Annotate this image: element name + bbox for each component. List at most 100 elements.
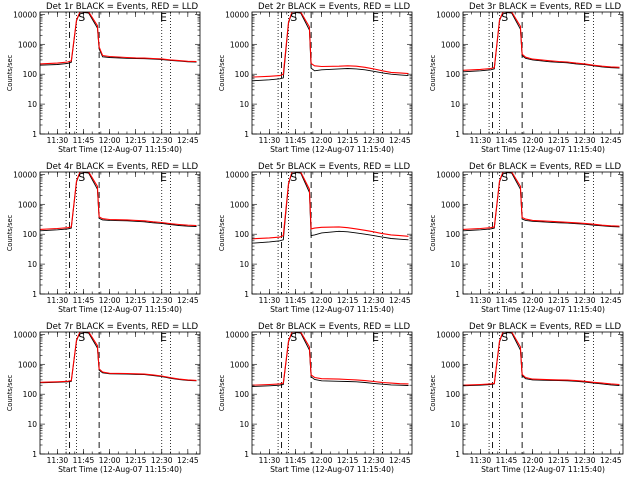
marker-label: E (372, 11, 379, 24)
x-tick-label: 11:30 (47, 296, 69, 305)
series-line-events (40, 332, 197, 384)
x-tick-label: 11:30 (470, 136, 492, 145)
y-tick-label: 1 (32, 130, 37, 139)
y-axis-label: Counts/sec (6, 54, 14, 91)
x-tick-label: 11:45 (285, 296, 307, 305)
series-group (40, 12, 197, 66)
y-tick-label: 10000 (436, 170, 460, 179)
chart-panel-8: 1 10 100 1000 10000 11:30 11:45 12:00 12:15 12:30… (218, 322, 413, 474)
y-tick-label: 1000 (441, 40, 460, 49)
chart-title: Det 7r BLACK = Events, RED = LLD (46, 322, 198, 332)
chart-title: Det 5r BLACK = Events, RED = LLD (258, 162, 410, 172)
series-group (252, 332, 409, 387)
plot-frame (251, 171, 413, 295)
series-line-events (252, 12, 409, 82)
y-tick-label: 1 (455, 130, 460, 139)
x-tick-label: 12:45 (177, 136, 199, 145)
y-tick-label: 1000 (230, 200, 249, 209)
chart-panel-2: 1 10 100 1000 10000 11:30 11:45 12:00 12:15 12:30… (218, 2, 413, 154)
y-tick-label: 10 (239, 260, 249, 269)
y-tick-label: 1000 (230, 40, 249, 49)
x-tick-label: 12:00 (311, 136, 333, 145)
marker-label: E (372, 331, 379, 344)
plot-frame (251, 11, 413, 135)
y-tick-label: 1000 (441, 360, 460, 369)
x-tick-label: 12:00 (522, 136, 544, 145)
series-line-lld (252, 172, 409, 240)
series-group (252, 12, 409, 82)
x-tick-label: 12:45 (177, 296, 199, 305)
x-tick-label: 12:45 (600, 296, 622, 305)
series-line-lld (40, 332, 197, 383)
x-tick-label: 12:00 (99, 456, 121, 465)
x-tick-label: 12:45 (389, 296, 411, 305)
series-line-events (463, 172, 620, 232)
chart-title: Det 8r BLACK = Events, RED = LLD (258, 322, 410, 332)
series-line-lld (463, 332, 620, 386)
x-tick-label: 12:30 (363, 456, 385, 465)
y-tick-label: 10000 (225, 170, 249, 179)
chart-title: Det 3r BLACK = Events, RED = LLD (469, 2, 621, 12)
y-tick-label: 1000 (18, 200, 37, 209)
x-tick-label: 11:45 (496, 136, 518, 145)
marker-label: E (583, 11, 590, 24)
marker-label: E (583, 331, 590, 344)
x-tick-label: 12:45 (389, 136, 411, 145)
y-tick-label: 1 (455, 290, 460, 299)
y-tick-label: 100 (23, 70, 38, 79)
plot-frame (251, 331, 413, 455)
chart-panel-1: 1 10 100 1000 10000 11:30 11:45 12:00 12:15 12:30… (6, 2, 201, 154)
x-tick-label: 12:15 (548, 296, 570, 305)
x-tick-label: 11:30 (259, 456, 281, 465)
y-tick-label: 10 (450, 420, 460, 429)
x-tick-label: 12:15 (337, 296, 359, 305)
plot-frame (462, 331, 624, 455)
y-tick-label: 10 (239, 100, 249, 109)
x-tick-label: 11:30 (259, 296, 281, 305)
x-axis-label: Start Time (12-Aug-07 11:15:40) (481, 305, 605, 314)
y-tick-label: 1 (32, 290, 37, 299)
chart-title: Det 9r BLACK = Events, RED = LLD (469, 322, 621, 332)
y-axis-label: Counts/sec (429, 374, 437, 411)
y-tick-label: 1000 (18, 360, 37, 369)
x-tick-label: 12:45 (177, 456, 199, 465)
marker-label: S (501, 331, 508, 344)
series-line-events (463, 332, 620, 387)
y-tick-label: 1 (244, 450, 249, 459)
y-tick-label: 10 (27, 100, 37, 109)
series-group (40, 332, 197, 384)
marker-label: S (290, 11, 297, 24)
x-tick-label: 12:45 (389, 456, 411, 465)
x-tick-label: 12:45 (600, 136, 622, 145)
x-axis-label: Start Time (12-Aug-07 11:15:40) (270, 305, 394, 314)
marker-label: S (78, 171, 85, 184)
y-tick-label: 1 (32, 450, 37, 459)
marker-label: S (290, 171, 297, 184)
x-tick-label: 12:15 (548, 456, 570, 465)
y-tick-label: 10000 (13, 10, 37, 19)
y-axis-label: Counts/sec (429, 214, 437, 251)
y-tick-label: 10000 (225, 330, 249, 339)
y-tick-label: 1 (244, 290, 249, 299)
y-tick-label: 100 (446, 70, 461, 79)
marker-label: E (160, 11, 167, 24)
series-line-lld (252, 12, 409, 78)
x-tick-label: 12:30 (151, 136, 173, 145)
y-tick-label: 1 (455, 450, 460, 459)
x-tick-label: 12:15 (548, 136, 570, 145)
series-line-lld (252, 332, 409, 386)
marker-label: E (160, 171, 167, 184)
y-tick-label: 10 (450, 260, 460, 269)
x-tick-label: 12:30 (151, 456, 173, 465)
y-axis-label: Counts/sec (218, 374, 226, 411)
x-tick-label: 11:45 (496, 456, 518, 465)
y-tick-label: 10000 (436, 10, 460, 19)
x-tick-label: 11:45 (496, 296, 518, 305)
series-line-events (252, 332, 409, 387)
marker-label: E (583, 171, 590, 184)
chart-panel-3: 1 10 100 1000 10000 11:30 11:45 12:00 12:15 12:30… (429, 2, 624, 154)
x-axis-label: Start Time (12-Aug-07 11:15:40) (58, 145, 182, 154)
marker-label: S (501, 171, 508, 184)
plot-frame (39, 331, 201, 455)
x-tick-label: 12:15 (125, 296, 147, 305)
